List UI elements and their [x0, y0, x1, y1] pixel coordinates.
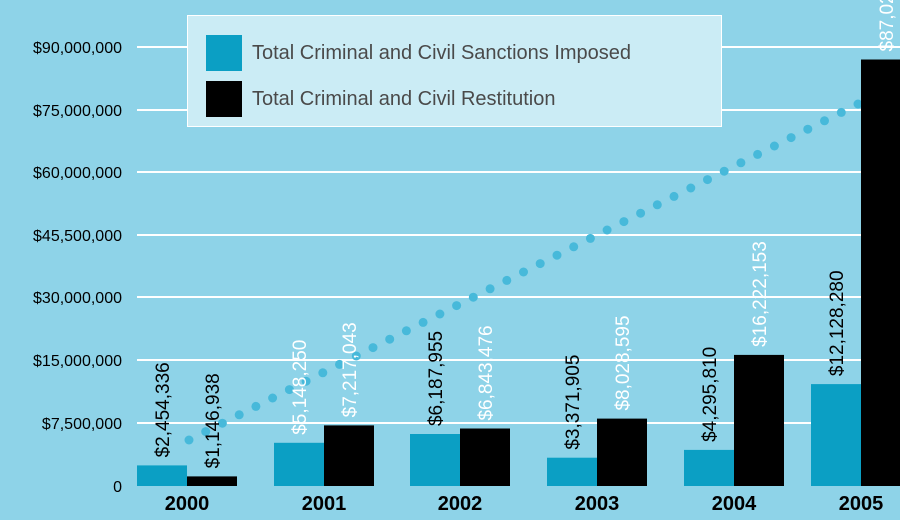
- value-labels: $2,454,336 $1,146,938 $5,148,250 $7,217,043…: [153, 0, 898, 468]
- trend-dot: [803, 124, 813, 134]
- trend-dot: [201, 427, 211, 437]
- trend-dot: [401, 326, 411, 336]
- trend-dot: [435, 309, 445, 319]
- trend-dot: [502, 275, 512, 285]
- legend: Total Criminal and Civil Sanctions Impos…: [187, 15, 722, 127]
- sanctions-bar-2003: [547, 457, 597, 486]
- trend-dot: [418, 317, 428, 327]
- trend-dot: [234, 410, 244, 420]
- trend-dot: [368, 343, 378, 353]
- trend-dot: [268, 393, 278, 403]
- x-tick-label: 2002: [438, 493, 483, 515]
- trend-dot: [301, 376, 311, 386]
- trend-dot: [736, 158, 746, 168]
- trend-dot: [703, 175, 712, 185]
- trend-dot: [184, 435, 194, 445]
- sanctions-bar-2000: [137, 465, 187, 486]
- trend-dot: [485, 284, 495, 294]
- y-tick-label: $7,500,000: [42, 416, 122, 433]
- trend-dot: [619, 217, 629, 227]
- y-tick-label: $90,000,000: [33, 40, 122, 57]
- x-tick-label: 2000: [165, 493, 210, 515]
- trend-dots: [184, 99, 863, 445]
- sanctions-value-label-2002: $6,187,955: [426, 331, 447, 426]
- trend-dot: [836, 107, 846, 117]
- x-tick-label: 2003: [575, 493, 620, 515]
- y-tick-label: $15,000,000: [33, 353, 122, 370]
- y-tick-label: $30,000,000: [33, 290, 122, 307]
- sanctions-value-label-2000: $2,454,336: [153, 362, 174, 457]
- trend-dot: [602, 225, 612, 235]
- trend-dot: [686, 183, 696, 193]
- trend-dot: [820, 116, 829, 126]
- restitution-value-label-2005: $87,025,611: [877, 0, 898, 51]
- x-tick-label: 2001: [302, 493, 347, 515]
- trend-dot: [552, 250, 562, 260]
- restitution-bar-2004: [734, 354, 784, 486]
- y-tick-label: $60,000,000: [33, 165, 122, 182]
- restitution-value-label-2002: $6,843,476: [476, 325, 497, 420]
- x-tick-label: 2005: [839, 493, 884, 515]
- trend-dot: [769, 141, 779, 151]
- x-tick-label: 2004: [712, 493, 757, 515]
- trend-dot: [636, 208, 646, 218]
- trend-dot: [452, 301, 462, 311]
- trend-dot: [335, 359, 344, 369]
- bars: [137, 59, 900, 486]
- trend-dot: [669, 191, 679, 201]
- restitution-bar-2002: [460, 428, 510, 486]
- y-tick-label: 0: [113, 479, 122, 496]
- legend-label-restitution: Total Criminal and Civil Restitution: [252, 87, 556, 110]
- trend-dot: [535, 259, 545, 269]
- trend-dot: [217, 418, 227, 428]
- sanctions-value-label-2003: $3,371,905: [563, 355, 584, 450]
- restitution-bar-2005: [861, 59, 900, 486]
- sanctions-bar-2005: [811, 384, 861, 486]
- trend-dot: [753, 149, 763, 159]
- trend-dot: [519, 267, 528, 277]
- trend-dot: [853, 99, 863, 109]
- trend-dot: [318, 368, 328, 378]
- restitution-bar-2001: [324, 425, 374, 486]
- legend-item-sanctions: Total Criminal and Civil Sanctions Impos…: [206, 35, 631, 71]
- restitution-bar-2003: [597, 418, 647, 486]
- sanctions-bar-2002: [410, 434, 460, 486]
- trend-dot: [569, 242, 579, 252]
- trend-dot: [468, 292, 478, 302]
- sanctions-bar-2001: [274, 442, 324, 486]
- restitution-value-label-2003: $8,028,595: [613, 315, 634, 410]
- trend-dot: [251, 401, 261, 411]
- legend-item-restitution: Total Criminal and Civil Restitution: [206, 81, 555, 117]
- restitution-bar-2000: [187, 476, 237, 486]
- trend-dot: [652, 200, 662, 210]
- restitution-value-label-2001: $7,217,043: [340, 322, 361, 417]
- sanctions-bar-2004: [684, 449, 734, 486]
- trend-dot: [385, 334, 395, 344]
- legend-swatch-restitution: [206, 81, 242, 117]
- restitution-value-label-2004: $16,222,153: [750, 241, 771, 347]
- trend-dot: [284, 385, 294, 395]
- sanctions-value-label-2001: $5,148,250: [290, 340, 311, 435]
- legend-swatch-sanctions: [206, 35, 242, 71]
- trend-dot: [719, 166, 729, 176]
- sanctions-value-label-2005: $12,128,280: [827, 270, 848, 376]
- trend-dot: [351, 351, 361, 361]
- sanctions-value-label-2004: $4,295,810: [700, 347, 721, 442]
- trend-dot: [786, 133, 796, 143]
- restitution-value-label-2000: $1,146,938: [203, 373, 224, 468]
- y-tick-label: $45,500,000: [33, 228, 122, 245]
- trend-dot: [585, 233, 595, 243]
- y-tick-label: $75,000,000: [33, 103, 122, 120]
- legend-label-sanctions: Total Criminal and Civil Sanctions Impos…: [252, 41, 632, 64]
